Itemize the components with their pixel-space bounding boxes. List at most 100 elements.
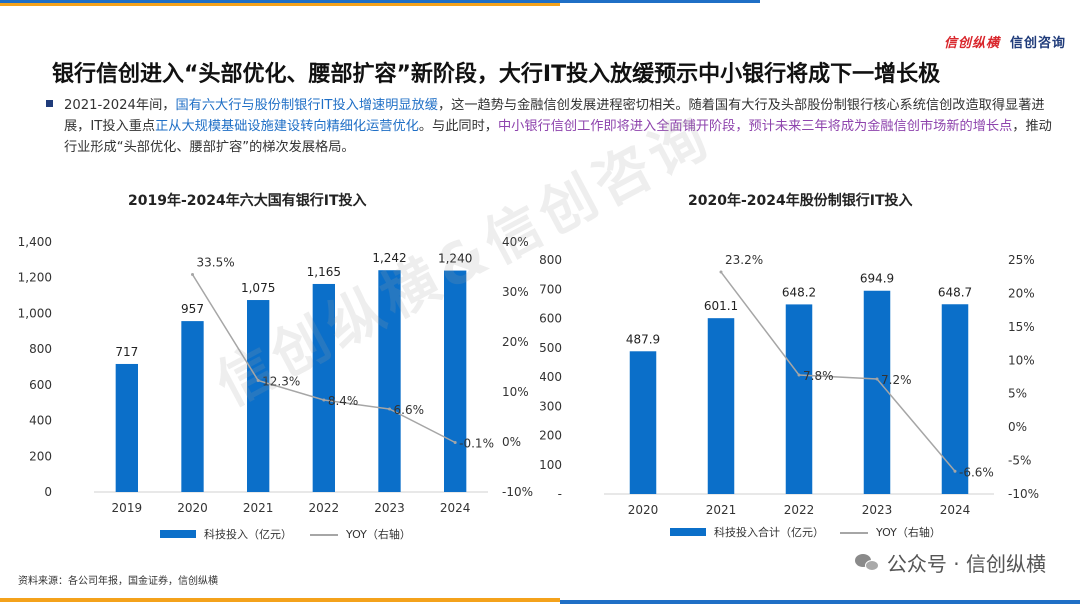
y-tick-label: 700 bbox=[540, 282, 562, 296]
yoy-point bbox=[875, 377, 879, 381]
y2-tick-label: 10% bbox=[502, 385, 529, 399]
summary-text-3: 。与此同时， bbox=[418, 119, 498, 134]
yoy-point bbox=[797, 373, 801, 377]
logo-group: 信创纵横 信创咨询 bbox=[944, 32, 1066, 51]
y-tick-label: 600 bbox=[540, 312, 562, 326]
x-tick-label: 2020 bbox=[177, 501, 208, 515]
bar-data-label: 601.1 bbox=[704, 299, 738, 313]
top-accent-bar bbox=[0, 0, 1080, 8]
chart-title-joint-stock-banks: 2020年-2024年股份制银行IT投入 bbox=[688, 193, 913, 209]
bar bbox=[863, 290, 891, 494]
summary-highlight-3: 中小银行信创工作即将进入全面铺开阶段，预计未来三年将成为金融信创市场新的增长点 bbox=[497, 119, 1013, 134]
bar bbox=[247, 300, 270, 492]
yoy-data-label: 6.6% bbox=[394, 403, 425, 417]
y2-tick-label: 5% bbox=[1008, 387, 1027, 401]
yoy-data-label: 23.2% bbox=[725, 253, 763, 267]
summary-text-1: 2021-2024年间， bbox=[64, 98, 176, 113]
bar-data-label: 648.7 bbox=[938, 285, 972, 299]
chart-joint-stock-banks: - 100 200 300 400 500 600 700 800 -10% -5% 0% 5% 10% 1… bbox=[540, 253, 1039, 539]
bar-data-label: 1,240 bbox=[438, 252, 472, 266]
y-tick-label: 0 bbox=[44, 485, 52, 499]
x-tick-label: 2022 bbox=[784, 503, 815, 517]
yoy-data-label: -0.1% bbox=[459, 437, 494, 451]
bar bbox=[115, 363, 138, 492]
top-accent-blue bbox=[0, 0, 760, 3]
bar-data-label: 1,242 bbox=[372, 251, 406, 265]
bottom-accent-orange bbox=[0, 598, 560, 602]
y-tick-label: 300 bbox=[540, 399, 562, 413]
y2-tick-label: 25% bbox=[1008, 253, 1035, 267]
legend-bar-label: 科技投入合计（亿元） bbox=[714, 525, 824, 539]
yoy-point bbox=[191, 273, 194, 276]
bar-data-label: 957 bbox=[181, 302, 204, 316]
wechat-icon bbox=[854, 552, 881, 574]
yoy-data-label: 7.2% bbox=[881, 373, 912, 387]
x-tick-label: 2021 bbox=[706, 503, 737, 517]
y2-tick-label: 15% bbox=[1008, 320, 1035, 334]
y-tick-label: 400 bbox=[540, 370, 562, 384]
y-tick-label: 200 bbox=[540, 429, 562, 443]
y-tick-label: 200 bbox=[29, 449, 52, 463]
bar bbox=[181, 321, 204, 492]
x-tick-label: 2021 bbox=[243, 501, 274, 515]
yoy-point bbox=[322, 398, 326, 402]
bullet-square-icon bbox=[46, 100, 53, 107]
summary-highlight-2: 正从大规模基础设施建设转向精细化运营优化 bbox=[155, 119, 419, 134]
y-tick-label: - bbox=[558, 487, 562, 501]
x-tick-label: 2022 bbox=[309, 501, 340, 515]
x-tick-label: 2024 bbox=[940, 503, 971, 517]
bar-data-label: 648.2 bbox=[782, 285, 816, 299]
chart-state-banks: 0 200 400 600 800 1,000 1,200 1,400 -10% 0% 10% 20%… bbox=[18, 235, 533, 541]
summary-paragraph: 2021-2024年间，国有六大行与股份制银行IT投入增速明显放缓，这一趋势与金… bbox=[46, 95, 1064, 158]
bar-data-label: 487.9 bbox=[626, 332, 660, 346]
summary-text-4: ，推动行业形成“头部优化、腰部扩容”的梯次发展格局。 bbox=[64, 119, 1052, 155]
yoy-point bbox=[453, 441, 457, 444]
bar bbox=[378, 270, 401, 492]
yoy-data-label: -6.6% bbox=[959, 465, 994, 479]
yoy-data-label: 7.8% bbox=[803, 369, 834, 383]
legend-line-label: YOY（右轴） bbox=[875, 525, 941, 539]
bar-data-label: 694.9 bbox=[860, 272, 894, 286]
wechat-badge: 公众号 · 信创纵横 bbox=[854, 548, 1046, 577]
x-tick-label: 2023 bbox=[862, 503, 893, 517]
y2-tick-label: 20% bbox=[502, 335, 529, 349]
y2-tick-label: 10% bbox=[1008, 353, 1035, 367]
bar bbox=[629, 351, 657, 494]
yoy-point bbox=[256, 379, 260, 382]
y-tick-label: 1,200 bbox=[18, 271, 52, 285]
y2-tick-label: -5% bbox=[1008, 454, 1031, 468]
y2-tick-label: 40% bbox=[502, 235, 529, 249]
bar-data-label: 1,075 bbox=[241, 281, 275, 295]
yoy-data-label: 12.3% bbox=[262, 375, 300, 389]
summary-text-2: ，这一趋势与金融信创发展进程密切相关。随着国有大行及头部股份制银行核心系统信创改… bbox=[64, 98, 1045, 134]
x-tick-label: 2024 bbox=[440, 501, 471, 515]
legend-line-label: YOY（右轴） bbox=[345, 527, 411, 541]
yoy-point bbox=[719, 270, 723, 274]
y2-tick-label: -10% bbox=[1008, 487, 1039, 501]
bar bbox=[785, 304, 813, 494]
bar bbox=[707, 318, 735, 494]
legend-bar-label: 科技投入（亿元） bbox=[204, 527, 292, 541]
y-tick-label: 600 bbox=[29, 378, 52, 392]
yoy-point bbox=[388, 407, 391, 411]
x-tick-label: 2020 bbox=[628, 503, 659, 517]
bar bbox=[312, 283, 335, 492]
bottom-accent-blue bbox=[560, 600, 1080, 604]
y2-tick-label: 30% bbox=[502, 285, 529, 299]
legend-bar-swatch bbox=[670, 528, 706, 536]
y-tick-label: 800 bbox=[540, 253, 562, 267]
y-tick-label: 400 bbox=[29, 414, 52, 428]
yoy-data-label: 33.5% bbox=[197, 256, 235, 270]
y-tick-label: 1,400 bbox=[18, 235, 52, 249]
y-tick-label: 1,000 bbox=[18, 306, 52, 320]
logo-xinchuang-zixun: 信创咨询 bbox=[1009, 36, 1066, 51]
y-tick-label: 100 bbox=[540, 458, 562, 472]
y2-tick-label: -10% bbox=[502, 485, 533, 499]
yoy-line bbox=[720, 271, 956, 472]
y2-tick-label: 0% bbox=[502, 435, 521, 449]
top-accent-orange bbox=[0, 3, 560, 6]
bottom-accent-bar bbox=[0, 598, 1080, 606]
bar bbox=[444, 270, 467, 492]
chart-title-state-banks: 2019年-2024年六大国有银行IT投入 bbox=[128, 193, 367, 209]
legend-bar-swatch bbox=[160, 530, 196, 538]
